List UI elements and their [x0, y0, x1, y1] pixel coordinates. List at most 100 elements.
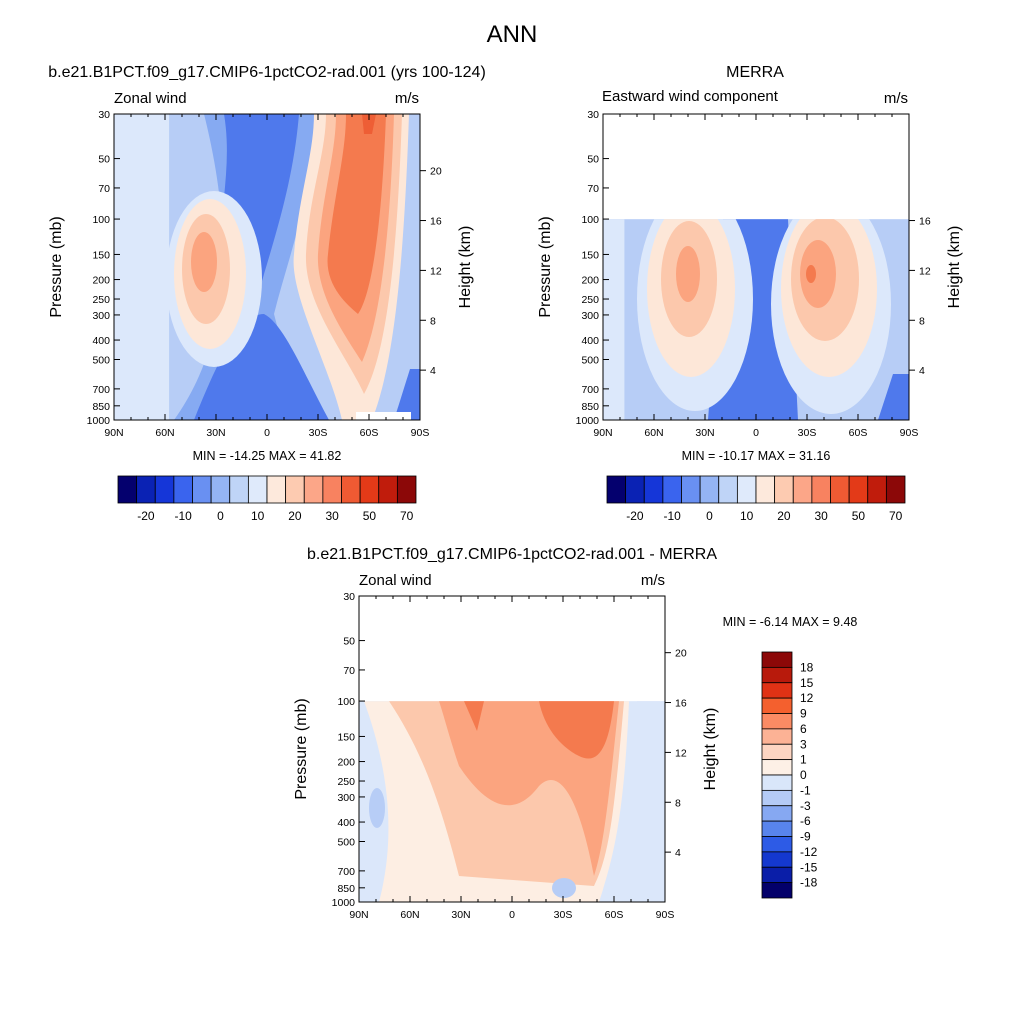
x-tick-label: 90N: [104, 427, 123, 439]
colorbar-swatch: [173, 475, 193, 504]
x-tick-label: 30N: [451, 909, 470, 921]
colorbar-label: 20: [288, 509, 302, 523]
x-tick-label: 30N: [695, 427, 714, 439]
colorbar-label: -18: [800, 876, 818, 890]
colorbar-swatch: [761, 713, 793, 730]
height-tick-label: 12: [919, 265, 931, 277]
x-tick-label: 60N: [155, 427, 174, 439]
x-tick-label: 90N: [593, 427, 612, 439]
colorbar-label: 10: [740, 509, 754, 523]
contour-band: [394, 369, 420, 420]
y-tick-label: 1000: [87, 415, 111, 427]
colorbar-swatch: [811, 475, 831, 504]
colorbar-label: -6: [800, 814, 811, 828]
colorbar-label: 10: [251, 509, 265, 523]
y-tick-label: 100: [92, 214, 110, 226]
colorbar-swatch: [761, 805, 793, 822]
contour-band: [369, 788, 385, 828]
colorbar-swatch: [774, 475, 794, 504]
colorbar-swatch: [606, 475, 627, 504]
colorbar-swatch: [761, 774, 793, 791]
y-tick-label: 200: [92, 275, 110, 287]
colorbar-swatch: [681, 475, 701, 504]
y-tick-label: 700: [92, 384, 110, 396]
panel-title: MERRA: [726, 64, 784, 81]
contour-plot: 90N 60N 30N 0 30S 60S 90S 30 50 70 100 150 200 250 300…: [293, 591, 719, 921]
y-axis-title: Pressure (mb): [537, 216, 554, 317]
contour-band: [539, 701, 614, 759]
x-tick-label: 90S: [411, 427, 430, 439]
contour-band: [676, 246, 700, 302]
colorbar-swatch: [761, 851, 793, 868]
y-tick-label: 700: [581, 384, 599, 396]
colorbar-swatch: [761, 666, 793, 684]
contour-band: [194, 314, 329, 420]
colorbar-swatch: [136, 475, 156, 504]
x-tick-label: 0: [264, 427, 270, 439]
x-tick-label: 0: [753, 427, 759, 439]
height-tick-label: 12: [675, 747, 687, 759]
colorbar-swatch: [761, 682, 793, 699]
colorbar-label: 20: [777, 509, 791, 523]
contour-fill: [603, 219, 909, 420]
height-tick-label: 16: [675, 698, 687, 710]
y-tick-label: 500: [337, 837, 355, 849]
contour-band: [637, 701, 665, 902]
y-tick-label: 30: [587, 109, 599, 121]
y-tick-label: 850: [337, 883, 355, 895]
y-tick-label: 1000: [332, 897, 356, 909]
panel-model: b.e21.B1PCT.f09_g17.CMIP6-1pctCO2-rad.00…: [48, 64, 486, 523]
y-tick-label: 150: [92, 249, 110, 261]
colorbar-swatch: [867, 475, 887, 504]
colorbar-label: 70: [400, 509, 414, 523]
contour-band: [464, 701, 484, 731]
y-tick-label: 150: [337, 731, 355, 743]
y-tick-label: 100: [337, 696, 355, 708]
y-tick-label: 300: [337, 792, 355, 804]
height-tick-label: 12: [430, 265, 442, 277]
colorbar-label: 0: [800, 768, 807, 782]
height-tick-label: 4: [430, 365, 436, 377]
contour-band: [806, 265, 816, 283]
contour-fill: [359, 701, 665, 902]
colorbar-swatch: [761, 759, 793, 776]
min-max-label: MIN = -6.14 MAX = 9.48: [723, 615, 858, 629]
y-tick-label: 300: [92, 310, 110, 322]
colorbar-swatch: [117, 475, 138, 504]
contour-plot: 90N 60N 30N 0 30S 60S 90S 30 50 70 100 150 200 250 300…: [537, 109, 963, 439]
x-tick-label: 30S: [798, 427, 817, 439]
colorbar-swatch: [761, 651, 793, 668]
x-tick-label: 60N: [400, 909, 419, 921]
y-tick-label: 30: [343, 591, 355, 603]
height-tick-label: 8: [919, 315, 925, 327]
colorbar-swatch: [359, 475, 380, 504]
figure-title: ANN: [487, 21, 538, 48]
colorbar-label: 30: [815, 509, 829, 523]
y-tick-label: 70: [587, 183, 599, 195]
y-tick-label: 1000: [576, 415, 600, 427]
y-tick-label: 300: [581, 310, 599, 322]
x-tick-label: 30S: [309, 427, 328, 439]
x-tick-label: 90N: [349, 909, 368, 921]
y-axis-title: Pressure (mb): [48, 216, 65, 317]
colorbar-swatch: [885, 475, 906, 504]
colorbar-swatch: [247, 475, 268, 504]
y-tick-label: 50: [587, 154, 599, 166]
x-tick-label: 60S: [605, 909, 624, 921]
colorbar: -20 -10 0 10 20 30 50 70: [606, 475, 906, 523]
colorbar-swatch: [736, 475, 757, 504]
colorbar-swatch: [341, 475, 361, 504]
contour-band: [552, 878, 576, 898]
x-tick-label: 30N: [206, 427, 225, 439]
y-tick-label: 200: [581, 275, 599, 287]
height-tick-label: 20: [675, 648, 687, 660]
colorbar-swatch: [643, 475, 664, 504]
x-tick-label: 0: [509, 909, 515, 921]
colorbar-swatch: [755, 475, 776, 504]
colorbar-label: 30: [326, 509, 340, 523]
colorbar-swatch: [154, 475, 175, 504]
y-tick-label: 50: [343, 636, 355, 648]
x-tick-label: 60S: [360, 427, 379, 439]
missing-data: [356, 412, 411, 420]
